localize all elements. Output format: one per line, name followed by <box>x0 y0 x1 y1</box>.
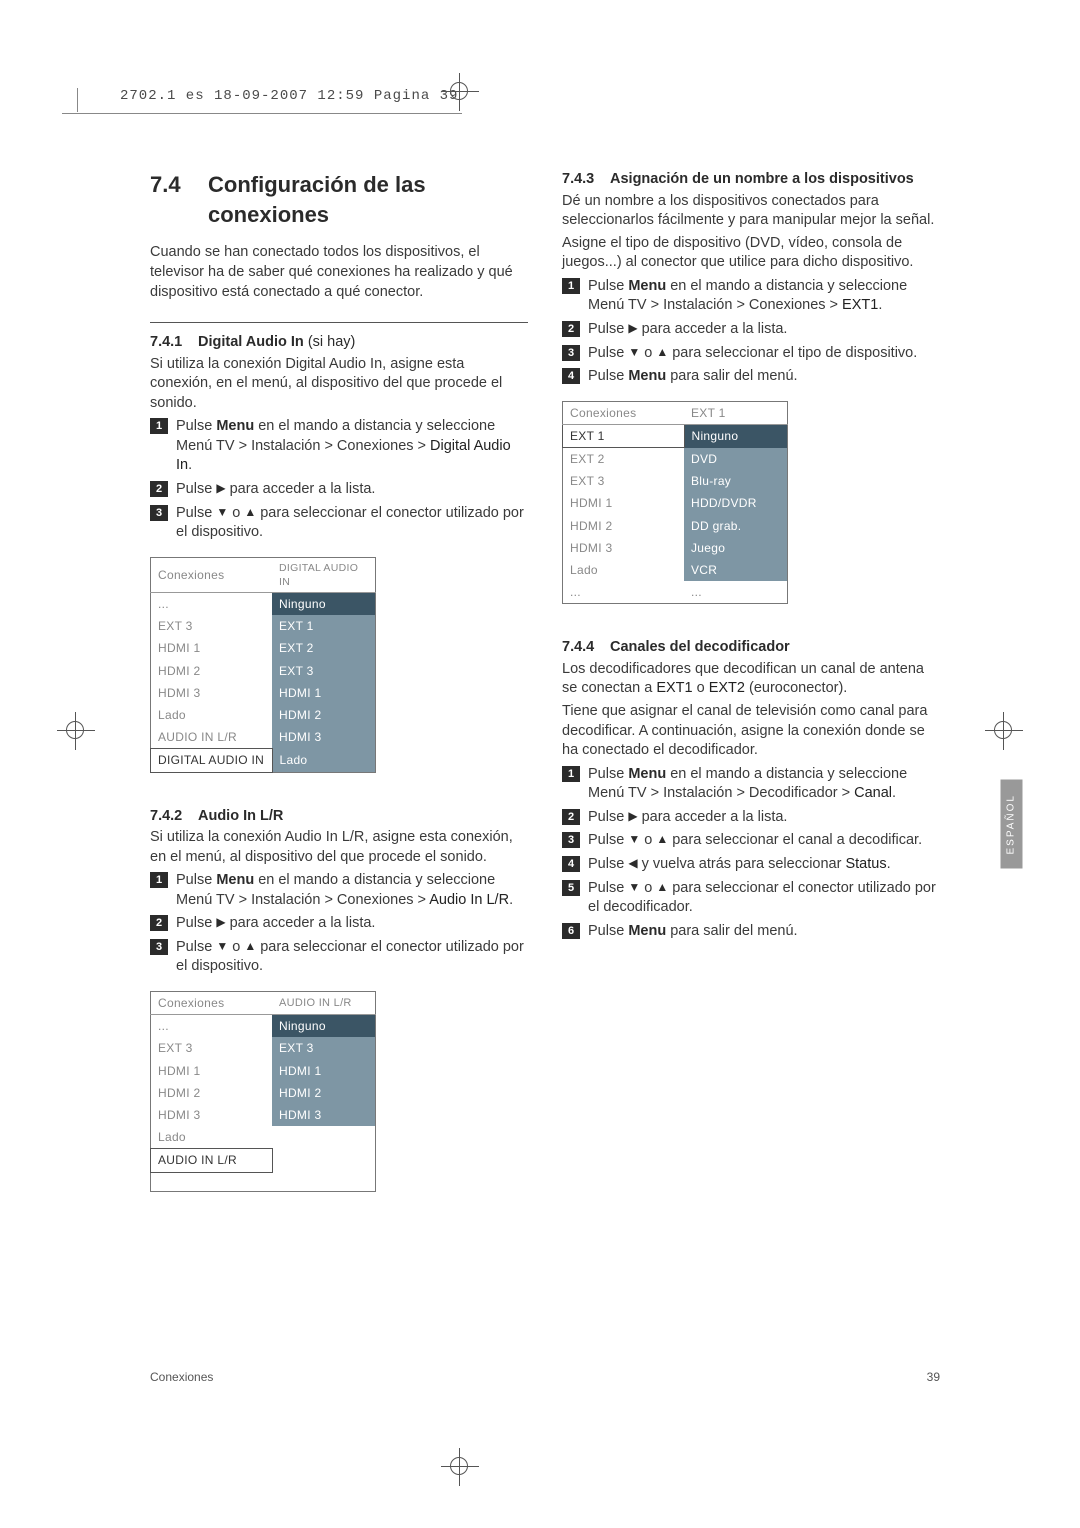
subsection-heading-742: 7.4.2Audio In L/R <box>150 807 528 827</box>
down-triangle-icon: ▼ <box>216 939 228 953</box>
step-number: 2 <box>150 481 168 497</box>
step-text: Pulse Menu para salir del menú. <box>588 367 940 387</box>
subsection-heading-744: 7.4.4Canales del decodificador <box>562 638 940 658</box>
step-text: Pulse Menu en el mando a distancia y sel… <box>588 765 940 804</box>
registration-mark-left <box>57 712 95 750</box>
step-text: Pulse ▶ para acceder a la lista. <box>588 320 940 340</box>
step-number: 1 <box>562 766 580 782</box>
down-triangle-icon: ▼ <box>628 880 640 894</box>
divider <box>150 322 528 323</box>
table-741: ConexionesDIGITAL AUDIO IN ...Ninguno EX… <box>150 557 376 773</box>
section-number: 7.4 <box>150 170 208 200</box>
step-number: 2 <box>562 809 580 825</box>
s742-steps: 1 Pulse Menu en el mando a distancia y se… <box>150 871 528 977</box>
footer-section: Conexiones <box>150 1370 213 1384</box>
up-triangle-icon: ▲ <box>244 939 256 953</box>
down-triangle-icon: ▼ <box>628 345 640 359</box>
crop-header: 2702.1 es 18-09-2007 12:59 Pagina 39 <box>120 88 458 104</box>
s744-p2: Tiene que asignar el canal de televisión… <box>562 702 940 761</box>
step-number: 6 <box>562 923 580 939</box>
step-number: 1 <box>150 418 168 434</box>
step-text: Pulse Menu en el mando a distancia y sel… <box>588 277 940 316</box>
up-triangle-icon: ▲ <box>656 832 668 846</box>
step-number: 3 <box>150 505 168 521</box>
step-text: Pulse ▼ o ▲ para seleccionar el conector… <box>176 504 528 543</box>
right-triangle-icon: ▶ <box>628 321 637 335</box>
step-text: Pulse ▶ para acceder a la lista. <box>176 480 528 500</box>
step-text: Pulse Menu en el mando a distancia y sel… <box>176 871 528 910</box>
intro-paragraph: Cuando se han conectado todos los dispos… <box>150 243 528 302</box>
right-column: 7.4.3Asignación de un nombre a los dispo… <box>562 170 940 1192</box>
step-text: Pulse Menu en el mando a distancia y sel… <box>176 417 528 476</box>
step-text: Pulse ▼ o ▲ para seleccionar el canal a … <box>588 831 940 851</box>
footer-page-number: 39 <box>927 1370 940 1384</box>
step-text: Pulse ▶ para acceder a la lista. <box>588 808 940 828</box>
step-text: Pulse Menu para salir del menú. <box>588 922 940 942</box>
s744-p1: Los decodificadores que decodifican un c… <box>562 660 940 699</box>
right-triangle-icon: ▶ <box>216 915 225 929</box>
s743-p1: Dé un nombre a los dispositivos conectad… <box>562 192 940 231</box>
s744-steps: 1 Pulse Menu en el mando a distancia y se… <box>562 765 940 942</box>
registration-mark-top <box>441 73 479 111</box>
section-title: Configuración de lasconexiones <box>208 170 426 229</box>
step-text: Pulse ▶ para acceder a la lista. <box>176 914 528 934</box>
step-number: 2 <box>562 321 580 337</box>
step-number: 1 <box>150 872 168 888</box>
s743-p2: Asigne el tipo de dispositivo (DVD, víde… <box>562 234 940 273</box>
s742-paragraph: Si utiliza la conexión Audio In L/R, asi… <box>150 828 528 867</box>
subsection-heading-741: 7.4.1Digital Audio In (si hay) <box>150 333 528 353</box>
page-footer: Conexiones 39 <box>150 1370 940 1384</box>
table-743: ConexionesEXT 1 EXT 1Ninguno EXT 2DVD EX… <box>562 401 788 605</box>
table-742: ConexionesAUDIO IN L/R ...Ninguno EXT 3E… <box>150 991 376 1192</box>
step-number: 5 <box>562 880 580 896</box>
step-number: 3 <box>562 832 580 848</box>
step-number: 4 <box>562 856 580 872</box>
s741-steps: 1 Pulse Menu en el mando a distancia y se… <box>150 417 528 542</box>
s743-steps: 1 Pulse Menu en el mando a distancia y se… <box>562 277 940 387</box>
step-text: Pulse ▼ o ▲ para seleccionar el tipo de … <box>588 344 940 364</box>
down-triangle-icon: ▼ <box>216 505 228 519</box>
section-heading: 7.4Configuración de lasconexiones <box>150 170 528 229</box>
crop-tick <box>77 88 78 112</box>
step-number: 3 <box>562 345 580 361</box>
left-column: 7.4Configuración de lasconexiones Cuando… <box>150 170 528 1192</box>
up-triangle-icon: ▲ <box>656 880 668 894</box>
crop-line <box>62 113 462 114</box>
step-text: Pulse ▼ o ▲ para seleccionar el conector… <box>588 879 940 918</box>
step-number: 3 <box>150 939 168 955</box>
language-tab: ESPAÑOL <box>1000 780 1022 869</box>
up-triangle-icon: ▲ <box>244 505 256 519</box>
up-triangle-icon: ▲ <box>656 345 668 359</box>
registration-mark-bottom <box>441 1448 479 1486</box>
s741-paragraph: Si utiliza la conexión Digital Audio In,… <box>150 355 528 414</box>
registration-mark-right <box>985 712 1023 750</box>
step-number: 1 <box>562 278 580 294</box>
left-triangle-icon: ◀ <box>628 856 637 870</box>
right-triangle-icon: ▶ <box>216 481 225 495</box>
step-text: Pulse ◀ y vuelva atrás para seleccionar … <box>588 855 940 875</box>
right-triangle-icon: ▶ <box>628 809 637 823</box>
step-number: 2 <box>150 915 168 931</box>
step-text: Pulse ▼ o ▲ para seleccionar el conector… <box>176 938 528 977</box>
page-content: 7.4Configuración de lasconexiones Cuando… <box>150 170 940 1192</box>
step-number: 4 <box>562 368 580 384</box>
down-triangle-icon: ▼ <box>628 832 640 846</box>
subsection-heading-743: 7.4.3Asignación de un nombre a los dispo… <box>562 170 940 190</box>
